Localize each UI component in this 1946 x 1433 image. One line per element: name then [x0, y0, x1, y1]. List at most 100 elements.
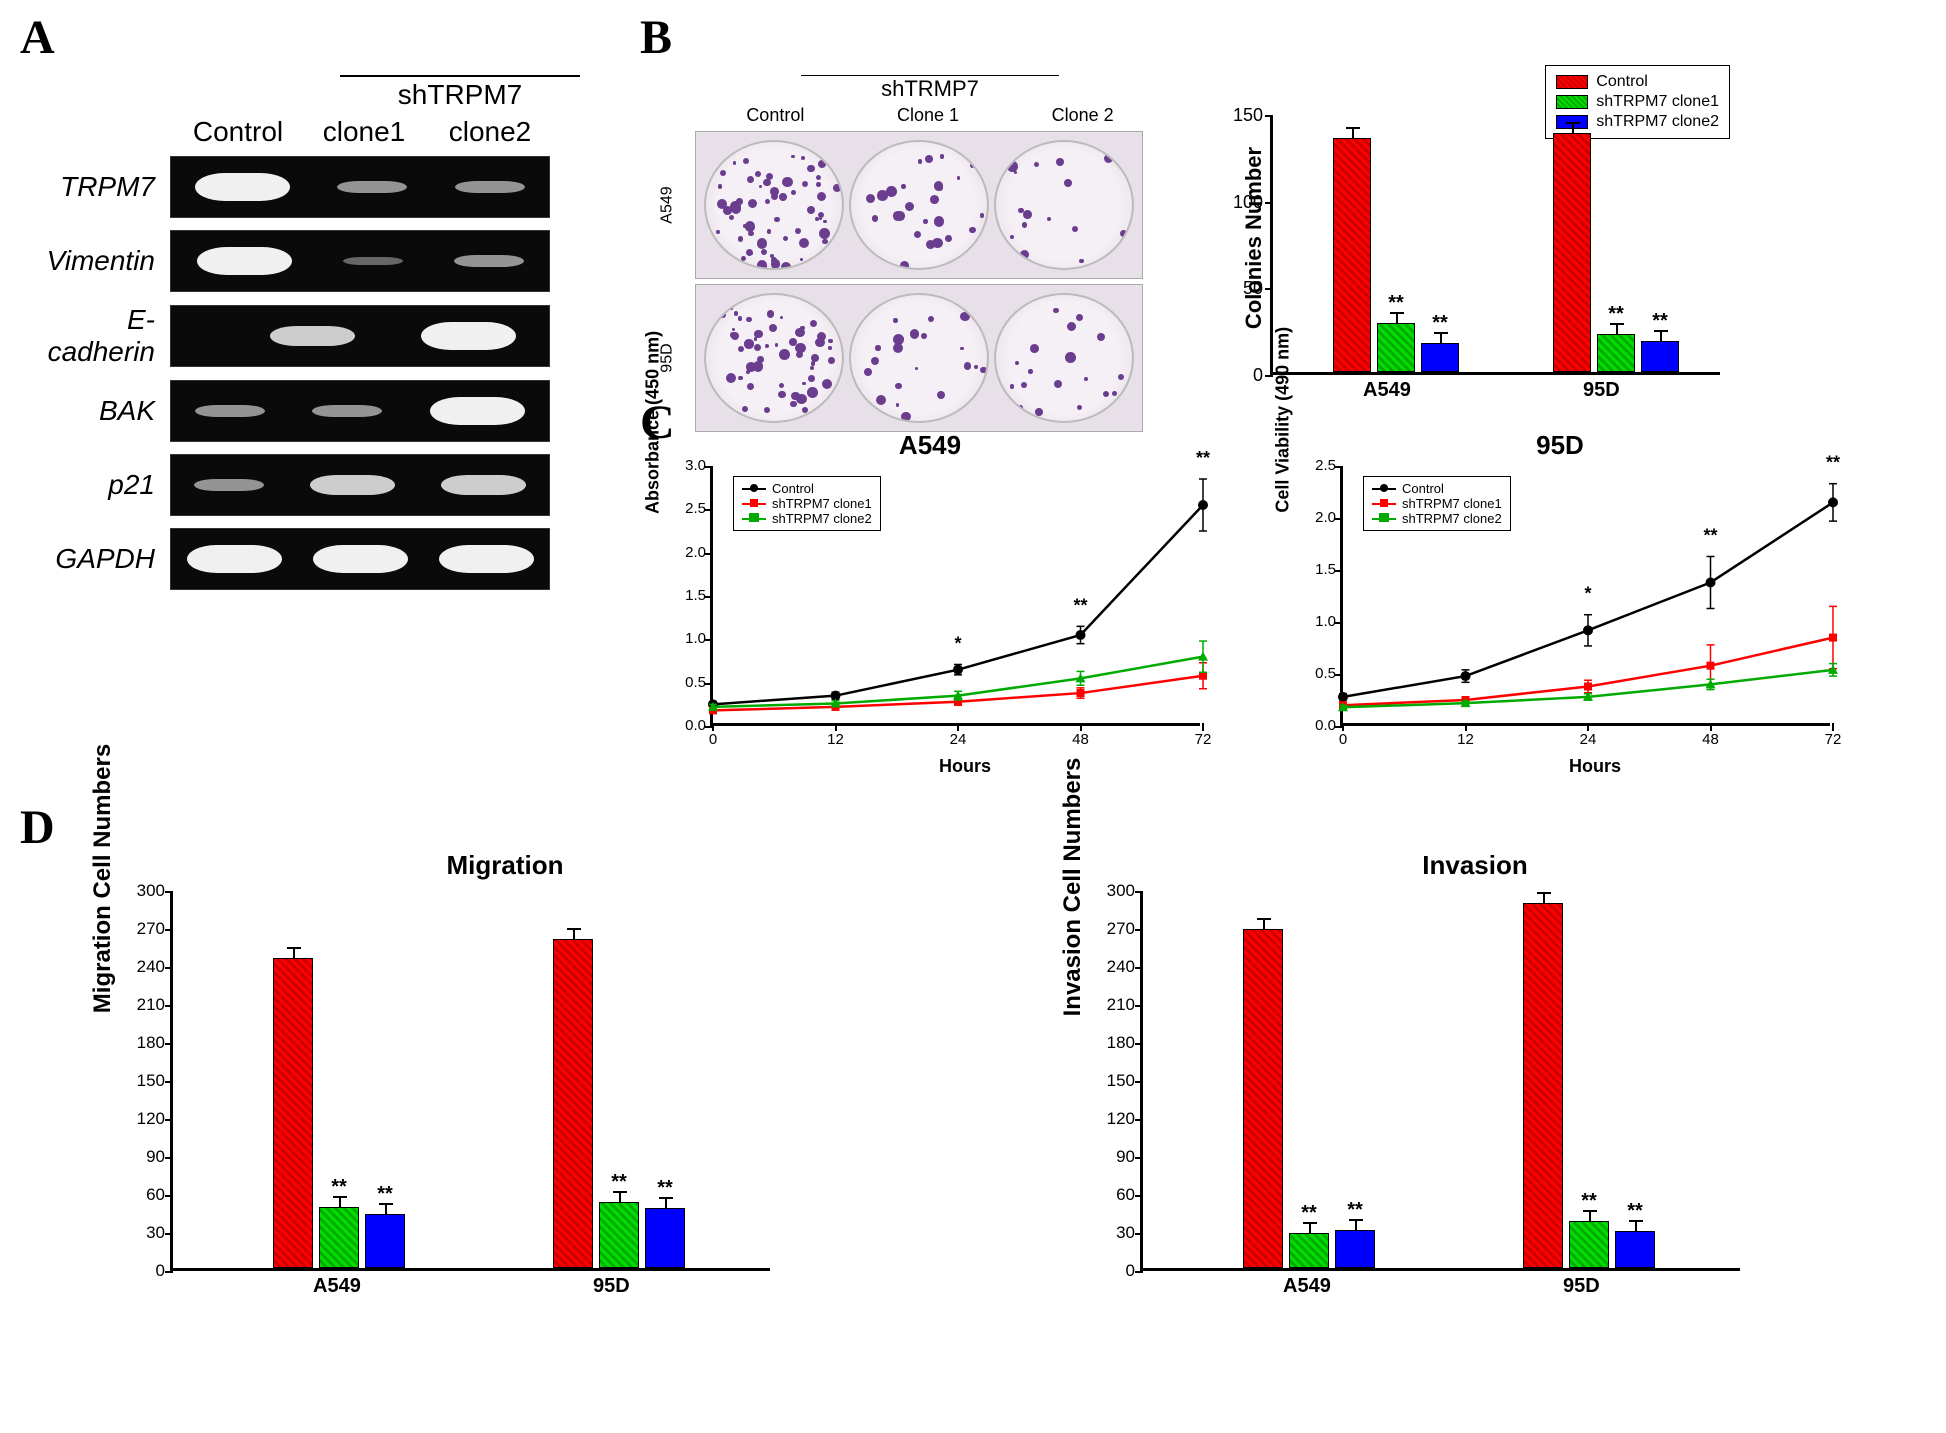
- gel-bands: [170, 380, 550, 442]
- d-chart-title: Invasion: [1050, 850, 1900, 881]
- colonies-y-label: Colonies Number: [1241, 147, 1267, 329]
- gel-band: [187, 545, 282, 573]
- gel-band: [312, 405, 382, 417]
- d-chart-area: Invasion Cell Numbers 030609012015018021…: [1140, 891, 1740, 1271]
- gel-row-name: GAPDH: [20, 543, 170, 575]
- gel-row: TRPM7: [20, 156, 580, 218]
- gel-row: Vimentin: [20, 230, 580, 292]
- gel-header: shTRPM7: [20, 75, 580, 111]
- svg-text:**: **: [1826, 453, 1840, 473]
- bar: [1523, 903, 1563, 1268]
- colony-dish: [849, 140, 989, 270]
- d-bar-chart: ControlshTRPM7 clone1shTRPM7 clone2 Inva…: [1050, 850, 1900, 1271]
- line-chart: 95D Cell Viability (490 nm) ControlshTRP…: [1270, 430, 1850, 777]
- gel-row-name: TRPM7: [20, 171, 170, 203]
- bar: **: [1289, 1233, 1329, 1268]
- colony-dish: [994, 140, 1134, 270]
- gel-row: BAK: [20, 380, 580, 442]
- panel-d-label-wrap: D: [20, 800, 55, 855]
- gel-band: [195, 405, 265, 417]
- gel-col-clone1: clone1: [301, 116, 427, 148]
- gel-bracket-label: shTRPM7: [340, 75, 580, 111]
- colony-row-label: A549: [659, 178, 677, 233]
- svg-text:**: **: [1703, 525, 1717, 545]
- panel-a-label: A: [20, 10, 580, 65]
- bar: **: [1421, 343, 1459, 372]
- gel-bands: [170, 528, 550, 590]
- line-y-label: Absorbance (450 nm): [643, 330, 664, 513]
- panel-b-label: B: [640, 10, 1920, 65]
- line-chart-title: 95D: [1270, 430, 1850, 461]
- gel-col-clone2: clone2: [427, 116, 553, 148]
- gel-bands: [170, 454, 550, 516]
- gel-row-name: p21: [20, 469, 170, 501]
- bar: **: [365, 1214, 405, 1268]
- d-chart-area: Migration Cell Numbers 03060901201501802…: [170, 891, 770, 1271]
- gel-row: GAPDH: [20, 528, 580, 590]
- line-chart: A549 Absorbance (450 nm) ControlshTRPM7 …: [640, 430, 1220, 777]
- bar: **: [1335, 1230, 1375, 1268]
- colony-assay-image: shTRMP7 Control Clone 1 Clone 2 A54995D: [640, 75, 1160, 437]
- gel-row-name: BAK: [20, 395, 170, 427]
- colony-dish: [849, 293, 989, 423]
- bar: **: [645, 1208, 685, 1268]
- bar: **: [1377, 323, 1415, 372]
- gel-bands: [170, 230, 550, 292]
- line-chart-area: Absorbance (450 nm) ControlshTRPM7 clone…: [710, 466, 1200, 726]
- svg-text:**: **: [1073, 595, 1087, 615]
- gel-band: [195, 173, 290, 201]
- d-bar-chart: ControlshTRPM7 clone1shTRPM7 clone2 Migr…: [80, 850, 930, 1271]
- gel-band: [270, 326, 355, 346]
- d-y-label: Invasion Cell Numbers: [1059, 757, 1087, 1016]
- colony-row: A549: [640, 131, 1160, 279]
- gel-band: [337, 181, 407, 193]
- bar: **: [1641, 341, 1679, 372]
- gel-band: [313, 545, 408, 573]
- line-y-label: Cell Viability (490 nm): [1273, 326, 1294, 512]
- bar: **: [1597, 334, 1635, 372]
- line-chart-title: A549: [640, 430, 1220, 461]
- colony-dish: [994, 293, 1134, 423]
- gel-row-name: Vimentin: [20, 245, 170, 277]
- svg-text:*: *: [1584, 584, 1591, 604]
- gel-band: [421, 322, 516, 350]
- gel-band: [343, 257, 403, 265]
- gel-band: [430, 397, 525, 425]
- svg-text:**: **: [1196, 448, 1210, 468]
- bar: [553, 939, 593, 1268]
- gel-row: E-cadherin: [20, 304, 580, 368]
- bar: [1553, 133, 1591, 372]
- bar: **: [599, 1202, 639, 1268]
- line-x-label: Hours: [1340, 756, 1850, 777]
- panel-c: A549 Absorbance (450 nm) ControlshTRPM7 …: [640, 430, 1920, 777]
- gel-bands: [170, 305, 550, 367]
- colony-row: 95D: [640, 284, 1160, 432]
- gel-band: [454, 255, 524, 267]
- gel-row: p21: [20, 454, 580, 516]
- panel-d-label: D: [20, 800, 55, 855]
- gel-col-control: Control: [175, 116, 301, 148]
- line-chart-area: Cell Viability (490 nm) ControlshTRPM7 c…: [1340, 466, 1830, 726]
- gel-band: [310, 475, 395, 495]
- bar: [273, 958, 313, 1268]
- line-x-label: Hours: [710, 756, 1220, 777]
- gel-band: [439, 545, 534, 573]
- bar: [1333, 138, 1371, 372]
- d-y-label: Migration Cell Numbers: [89, 743, 117, 1012]
- gel-band: [441, 475, 526, 495]
- bar: **: [319, 1207, 359, 1268]
- svg-text:*: *: [954, 633, 961, 653]
- gel-table: shTRPM7 Control clone1 clone2 TRPM7 Vime…: [20, 75, 580, 590]
- bar: **: [1569, 1221, 1609, 1268]
- panel-d: ControlshTRPM7 clone1shTRPM7 clone2 Migr…: [80, 850, 1946, 1271]
- gel-band: [455, 181, 525, 193]
- gel-bands: [170, 156, 550, 218]
- gel-row-name: E-cadherin: [20, 304, 170, 368]
- panel-a: A shTRPM7 Control clone1 clone2 TRPM7 Vi…: [20, 10, 580, 602]
- bar: [1243, 929, 1283, 1268]
- gel-column-labels: Control clone1 clone2: [20, 116, 580, 148]
- gel-band: [194, 479, 264, 491]
- colony-dish: [704, 140, 844, 270]
- colony-dish: [704, 293, 844, 423]
- bar: **: [1615, 1231, 1655, 1268]
